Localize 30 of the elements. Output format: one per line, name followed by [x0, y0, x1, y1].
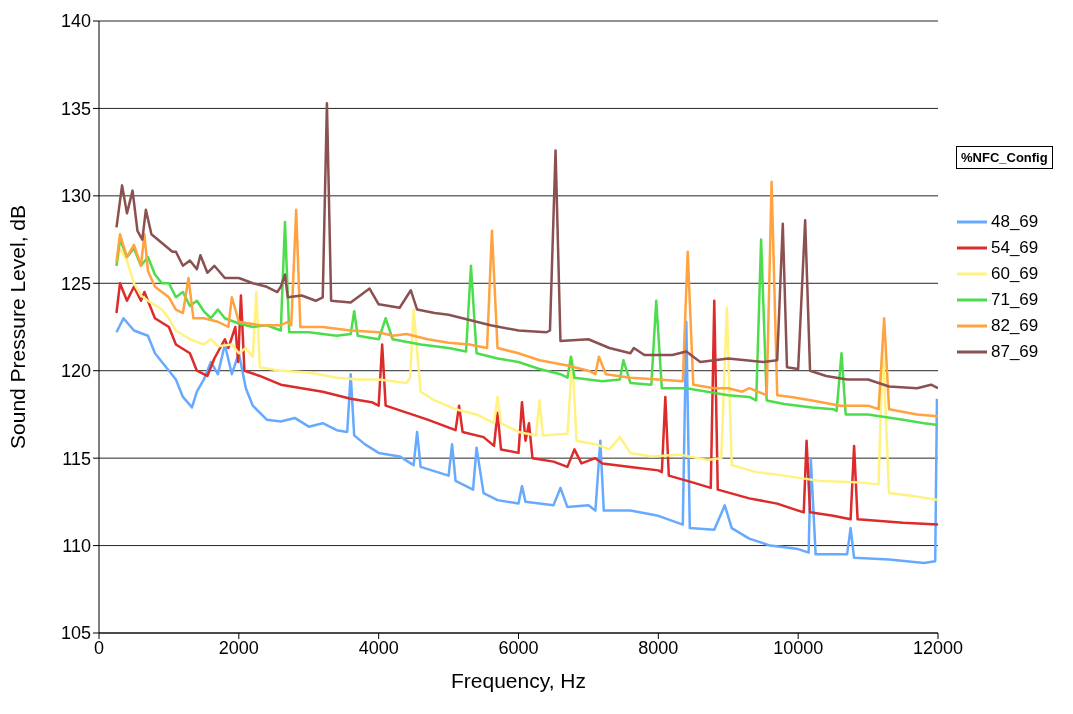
line-series — [115, 247, 938, 502]
y-tick-label: 135 — [60, 98, 91, 119]
legend-label: 60_69 — [991, 264, 1039, 284]
line-series — [115, 220, 938, 427]
legend-label: 87_69 — [991, 342, 1039, 362]
line-series — [115, 282, 938, 526]
line-series — [115, 180, 938, 418]
legend-title: %NFC_Config — [956, 146, 1053, 169]
legend-label: 82_69 — [991, 316, 1039, 336]
x-tick-label: 4000 — [358, 637, 399, 658]
x-tick-label: 2000 — [218, 637, 259, 658]
line-series — [115, 317, 938, 565]
x-axis-title: Frequency, Hz — [451, 669, 586, 692]
y-tick-label: 130 — [60, 186, 91, 207]
x-tick-label: 0 — [93, 637, 105, 658]
x-tick-label: 12000 — [912, 637, 964, 658]
y-tick-label: 140 — [60, 11, 91, 32]
line-series — [115, 101, 938, 390]
y-tick-label: 125 — [60, 273, 91, 294]
legend-label: 48_69 — [991, 212, 1039, 232]
y-tick-label: 110 — [62, 535, 91, 556]
legend-label: 71_69 — [991, 290, 1039, 310]
x-tick-label: 8000 — [638, 637, 679, 658]
y-tick-label: 115 — [62, 448, 91, 469]
x-tick-label: 6000 — [498, 637, 539, 658]
y-axis-title: Sound Pressure Level, dB — [6, 205, 30, 449]
y-tick-label: 120 — [60, 361, 91, 382]
y-tick-label: 105 — [60, 623, 91, 644]
legend-label: 54_69 — [991, 238, 1039, 258]
x-tick-label: 10000 — [773, 637, 824, 658]
